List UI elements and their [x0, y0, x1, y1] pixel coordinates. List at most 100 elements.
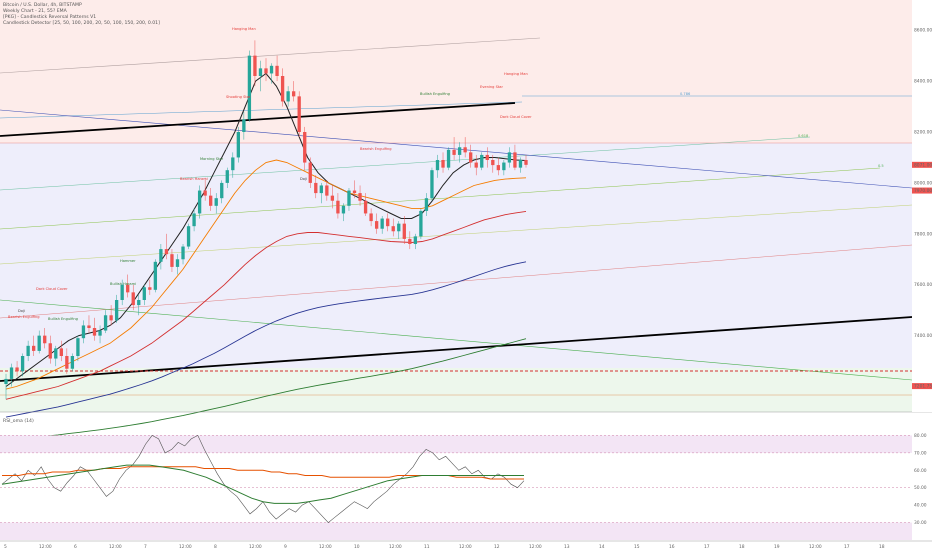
pattern-label: Bullish Engulfing [48, 317, 78, 321]
candle-body [518, 160, 523, 168]
candle [142, 284, 146, 306]
candle-body [20, 356, 25, 372]
candle-body [469, 152, 473, 163]
candle [480, 152, 484, 171]
candle [303, 126, 307, 171]
candle [81, 320, 86, 344]
candle-body [247, 55, 252, 120]
candle-body [37, 335, 41, 351]
candle-body [341, 205, 346, 214]
candle [430, 167, 434, 201]
candle [70, 353, 75, 372]
candle [446, 147, 451, 171]
price-label: 7970.00 [914, 188, 932, 194]
candle-body [430, 170, 434, 199]
pattern-label: Hanging Man [504, 72, 528, 76]
candle [59, 340, 63, 362]
candle-body [452, 149, 456, 155]
candle [457, 142, 462, 163]
pattern-label: Bullish Engulfing [420, 92, 450, 96]
candle [363, 193, 368, 216]
blue-trend [0, 109, 913, 189]
fib-line-lower [0, 204, 913, 265]
candle-body [231, 157, 235, 171]
time-tick: 12:00 [389, 544, 402, 550]
candle-body [480, 154, 484, 168]
candle [175, 254, 180, 275]
pattern-label: Hammer [120, 259, 136, 263]
candle [402, 216, 406, 244]
candle-body [181, 246, 185, 260]
price-tick: 8600.00 [914, 28, 932, 34]
candle-body [170, 254, 174, 267]
candle-body [225, 170, 229, 183]
candle-body [4, 378, 8, 384]
fib-label: 0.5 [878, 164, 884, 168]
candle [485, 147, 489, 168]
candle [507, 147, 512, 168]
price-axis-bg [912, 0, 932, 412]
fib-line-0786 [0, 101, 523, 119]
candle-body [286, 91, 290, 102]
candle-body [524, 160, 528, 165]
pattern-label: Shooting Star [226, 95, 251, 99]
price-label-box [912, 187, 932, 194]
time-tick: 15 [634, 544, 640, 550]
candle-body [65, 356, 69, 369]
candle-body [43, 335, 47, 344]
fib-line-0618 [0, 136, 811, 191]
candle [275, 55, 279, 82]
time-tick: 12:00 [109, 544, 122, 550]
candle [137, 294, 141, 316]
candle-body [9, 367, 14, 379]
legend-detector: Candlestick Detector [25, 50, 100, 200, … [3, 21, 160, 26]
band-upper [0, 0, 912, 143]
time-tick: 18 [879, 544, 885, 550]
candle [496, 157, 500, 176]
candle-body [137, 300, 141, 306]
candle [397, 221, 401, 239]
candle-body [253, 55, 257, 76]
support-line [0, 316, 913, 382]
time-tick: 18 [739, 544, 745, 550]
candle [43, 328, 47, 349]
candle [286, 86, 290, 107]
candle-body [120, 284, 124, 300]
ema-line [5, 210, 527, 400]
pattern-label: Doji [18, 309, 25, 313]
candle [358, 185, 362, 206]
candle-body [347, 190, 351, 206]
rsi-tick: 70.00 [914, 450, 927, 456]
legend-ema: Weekly Chart - 21, 55? EMA [3, 9, 67, 14]
price-tick: 7600.00 [914, 282, 932, 288]
time-tick: 17 [844, 544, 850, 550]
candle-body [408, 238, 412, 244]
time-tick: 14 [599, 544, 605, 550]
fib-line-05 [0, 167, 881, 230]
time-tick: 11 [424, 544, 430, 550]
candle-body [496, 165, 500, 171]
ema-line [5, 338, 527, 441]
candle-body [374, 221, 379, 229]
candle [87, 315, 91, 334]
candle-body [114, 300, 119, 321]
candle-body [352, 190, 357, 194]
candle [170, 249, 174, 272]
candle [341, 203, 346, 222]
candle-body [175, 259, 180, 267]
candle [308, 157, 312, 188]
candle [109, 305, 113, 326]
time-tick: 12:00 [179, 544, 192, 550]
candle [264, 58, 268, 82]
candle [391, 218, 395, 237]
candle [314, 175, 318, 199]
candle-body [269, 65, 274, 74]
candle-body [292, 91, 296, 97]
candle [192, 208, 196, 232]
resistance-line [0, 102, 516, 137]
candle-body [319, 185, 323, 194]
candle [253, 40, 257, 87]
candle-body [502, 162, 506, 171]
candle-body [92, 328, 97, 336]
